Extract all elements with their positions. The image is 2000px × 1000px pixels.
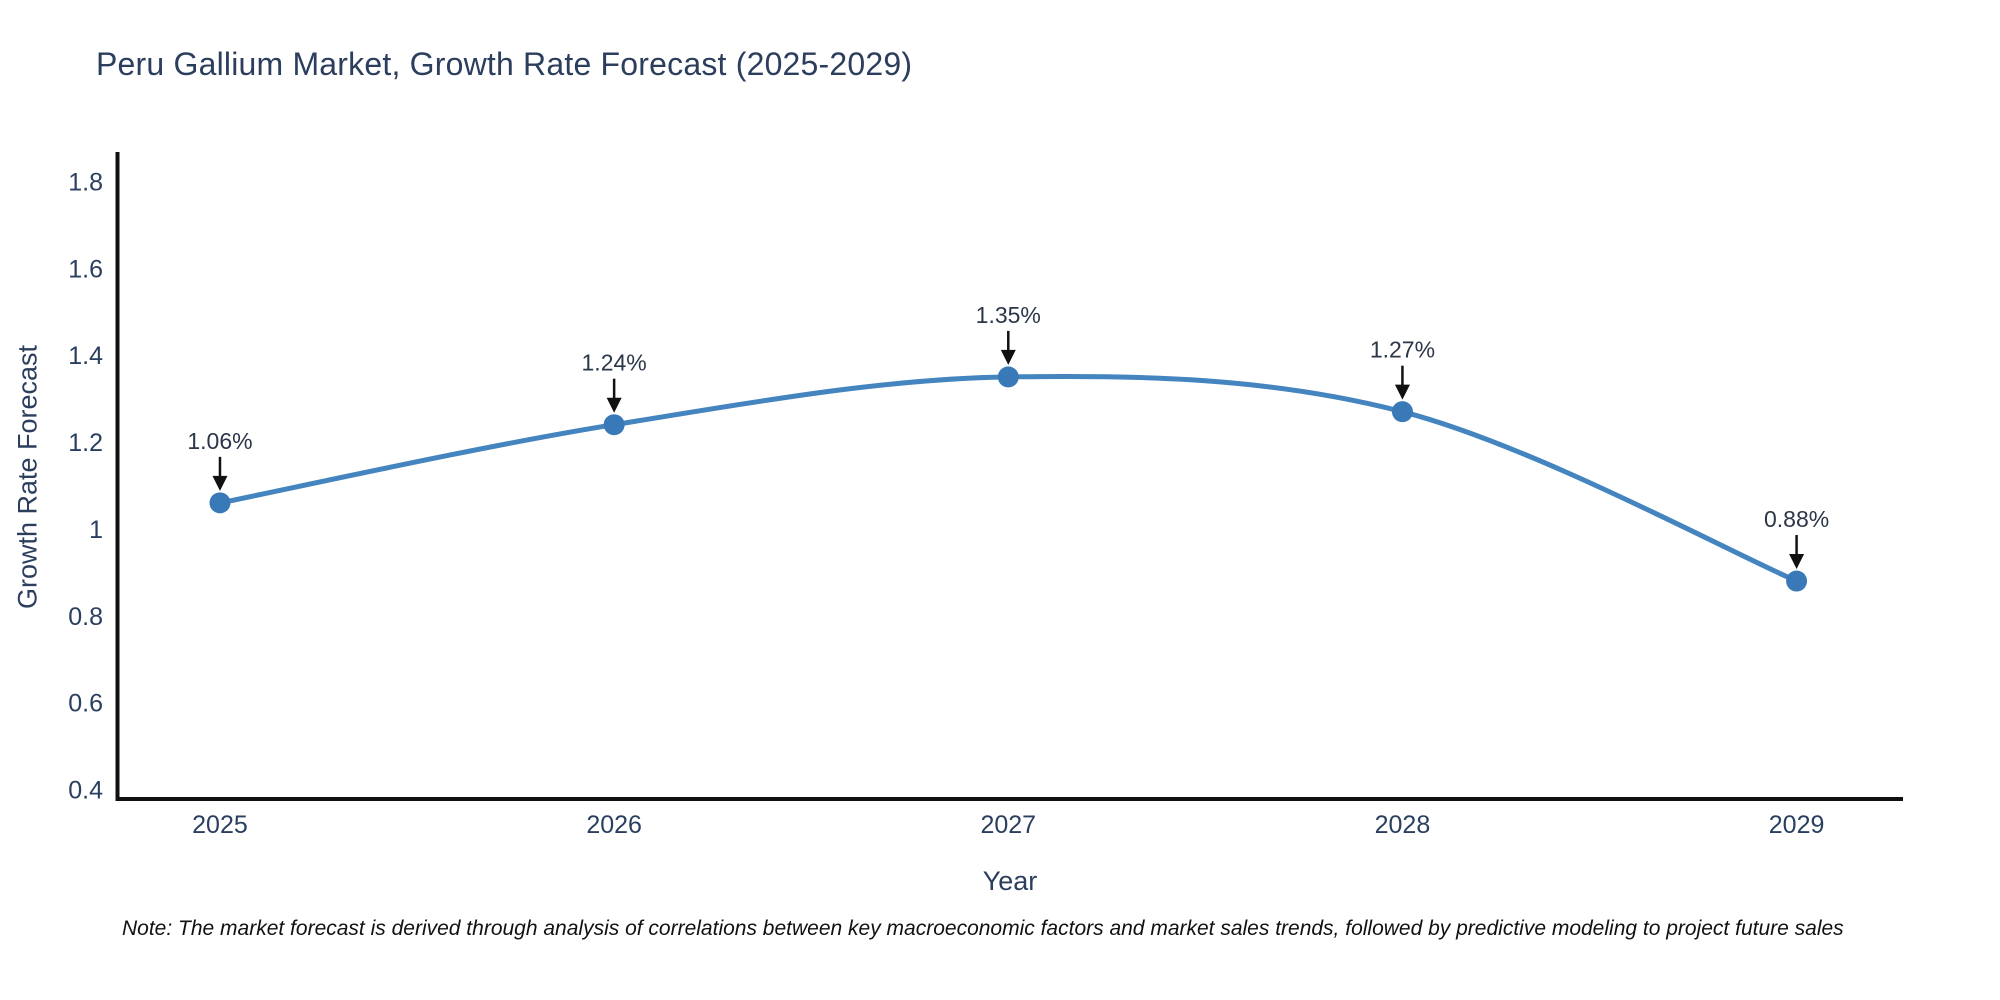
y-tick-label: 0.4 xyxy=(68,776,103,804)
data-point-marker xyxy=(1391,401,1413,423)
y-tick-label: 1.8 xyxy=(68,169,103,197)
data-point-marker xyxy=(209,492,231,514)
annotation-label: 1.35% xyxy=(976,302,1041,328)
x-tick-label: 2026 xyxy=(586,811,642,839)
x-axis-title: Year xyxy=(982,866,1038,896)
annotation-label: 0.88% xyxy=(1764,506,1829,532)
y-tick-label: 1.2 xyxy=(68,429,103,457)
chart-footnote: Note: The market forecast is derived thr… xyxy=(122,917,1844,940)
x-tick-label: 2025 xyxy=(192,811,248,839)
x-tick-label: 2028 xyxy=(1375,811,1431,839)
y-tick-label: 1.6 xyxy=(68,255,103,283)
annotation-label: 1.27% xyxy=(1370,337,1435,363)
annotation-label: 1.06% xyxy=(187,428,252,454)
x-tick-label: 2027 xyxy=(980,811,1036,839)
data-point-marker xyxy=(603,414,625,436)
annotation-arrowhead xyxy=(1789,554,1805,570)
y-tick-label: 1.4 xyxy=(68,342,103,370)
data-point-marker xyxy=(997,366,1019,388)
y-tick-label: 0.6 xyxy=(68,690,103,718)
annotation-arrowhead xyxy=(1394,384,1410,400)
y-tick-label: 0.8 xyxy=(68,603,103,631)
annotation-label: 1.24% xyxy=(582,350,647,376)
annotation-arrowhead xyxy=(212,475,228,491)
data-point-marker xyxy=(1786,570,1808,592)
annotation-arrowhead xyxy=(606,397,622,413)
chart-title: Peru Gallium Market, Growth Rate Forecas… xyxy=(96,46,913,82)
forecast-line xyxy=(217,373,1800,584)
annotation-arrowhead xyxy=(1000,349,1016,365)
x-tick-label: 2029 xyxy=(1769,811,1825,839)
y-tick-label: 1 xyxy=(89,516,103,544)
